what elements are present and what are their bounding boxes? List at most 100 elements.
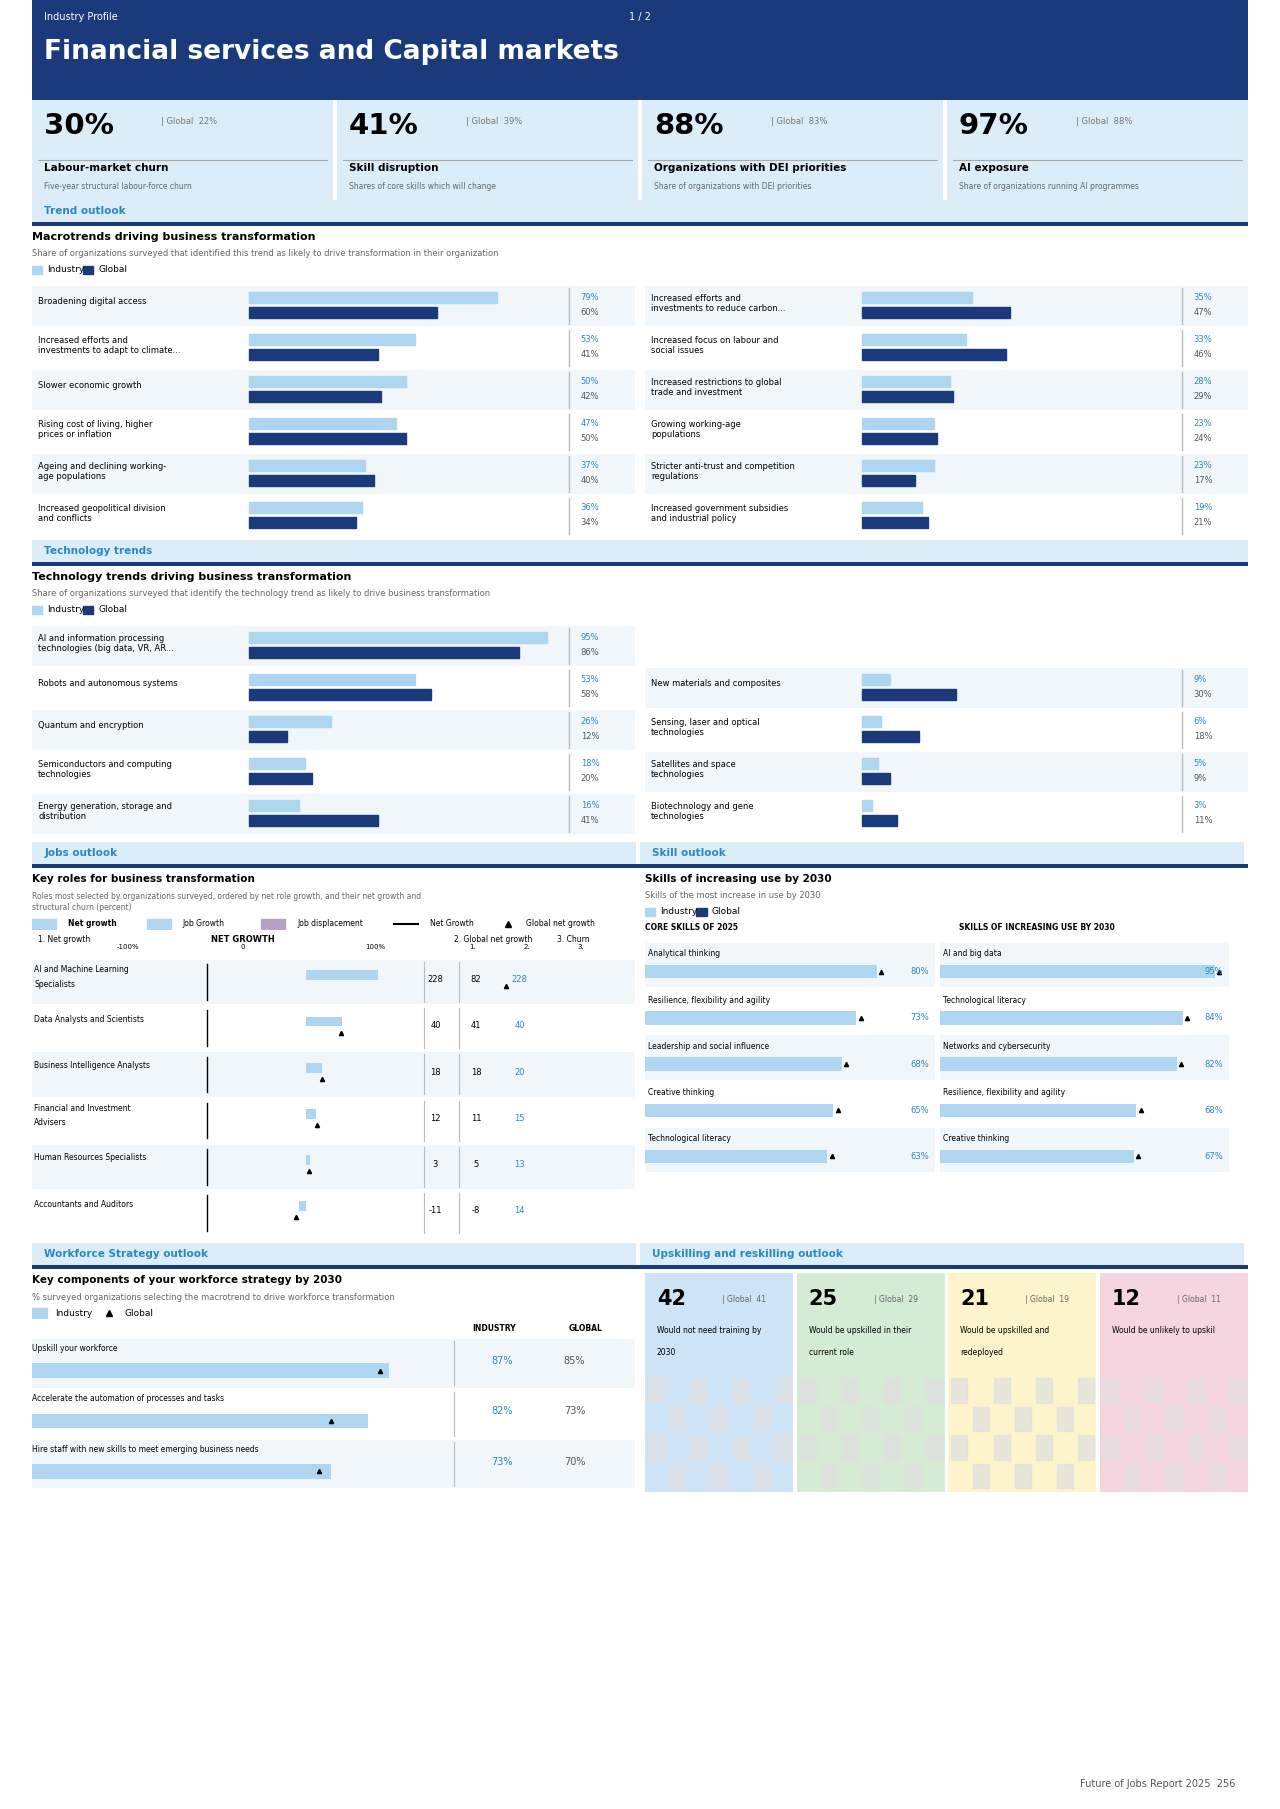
Text: 18%: 18% xyxy=(581,760,599,769)
Text: 1 / 2: 1 / 2 xyxy=(628,13,652,22)
Text: 12: 12 xyxy=(430,1114,440,1123)
Text: 34%: 34% xyxy=(581,517,599,526)
Text: 73%: 73% xyxy=(910,1013,929,1022)
Text: 41%: 41% xyxy=(581,816,599,825)
Text: 58%: 58% xyxy=(581,689,599,698)
Text: | Global  39%: | Global 39% xyxy=(466,118,522,127)
Text: 18%: 18% xyxy=(1194,733,1212,742)
Text: 84%: 84% xyxy=(1204,1013,1224,1022)
Text: Industry Profile: Industry Profile xyxy=(44,13,118,22)
Text: 87%: 87% xyxy=(492,1357,513,1366)
Text: 95%: 95% xyxy=(581,633,599,642)
Text: Business Intelligence Analysts: Business Intelligence Analysts xyxy=(35,1062,150,1071)
Bar xyxy=(754,1463,769,1489)
Bar xyxy=(1103,1463,1119,1489)
Text: 36%: 36% xyxy=(581,503,599,512)
Text: social issues: social issues xyxy=(652,346,704,355)
Bar xyxy=(820,1407,837,1431)
Bar xyxy=(951,1435,968,1460)
Text: GLOBAL: GLOBAL xyxy=(568,1324,603,1333)
Text: 68%: 68% xyxy=(1204,1105,1224,1114)
Text: 26%: 26% xyxy=(581,718,599,727)
Text: Increased efforts and: Increased efforts and xyxy=(652,293,741,302)
Bar xyxy=(863,391,954,402)
Bar xyxy=(300,1201,306,1212)
Bar xyxy=(863,335,965,346)
Text: Growing working-age: Growing working-age xyxy=(652,420,741,429)
Text: 19%: 19% xyxy=(1194,503,1212,512)
Bar xyxy=(732,1407,749,1431)
Text: Stricter anti-trust and competition: Stricter anti-trust and competition xyxy=(652,461,795,470)
Bar xyxy=(1015,1407,1030,1431)
Bar xyxy=(250,474,375,487)
Text: 82%: 82% xyxy=(492,1406,513,1416)
Bar xyxy=(669,1435,685,1460)
Bar xyxy=(250,391,380,402)
Text: Resilience, flexibility and agility: Resilience, flexibility and agility xyxy=(942,1087,1065,1096)
Text: 60%: 60% xyxy=(581,308,599,317)
Bar xyxy=(863,418,934,429)
Text: 15: 15 xyxy=(515,1114,525,1123)
Bar xyxy=(863,772,891,783)
Bar xyxy=(1057,1378,1073,1402)
Text: AI and big data: AI and big data xyxy=(942,950,1001,959)
Bar xyxy=(863,459,934,472)
Bar xyxy=(1146,1435,1161,1460)
Bar xyxy=(863,689,956,700)
Bar xyxy=(863,517,928,528)
Text: INDUSTRY: INDUSTRY xyxy=(472,1324,516,1333)
Bar xyxy=(951,1378,968,1402)
Text: Skills of increasing use by 2030: Skills of increasing use by 2030 xyxy=(645,874,832,885)
Text: Shares of core skills which will change: Shares of core skills which will change xyxy=(349,183,497,192)
Bar xyxy=(754,1407,769,1431)
Text: technologies: technologies xyxy=(38,771,92,780)
Text: 21: 21 xyxy=(960,1288,989,1308)
Text: 70%: 70% xyxy=(564,1456,585,1467)
Bar xyxy=(690,1407,707,1431)
Bar xyxy=(250,814,378,827)
Bar xyxy=(1078,1463,1094,1489)
Text: regulations: regulations xyxy=(652,472,699,481)
Bar xyxy=(1036,1378,1052,1402)
Text: Skill disruption: Skill disruption xyxy=(349,163,439,174)
Bar xyxy=(690,1378,707,1402)
Text: Workforce Strategy outlook: Workforce Strategy outlook xyxy=(44,1250,209,1259)
Bar xyxy=(261,919,285,928)
Text: technologies: technologies xyxy=(652,771,705,780)
Bar xyxy=(1230,1407,1245,1431)
Bar xyxy=(884,1407,900,1431)
Bar xyxy=(863,376,950,387)
Bar xyxy=(645,1103,833,1116)
Bar xyxy=(250,503,362,514)
Text: trade and investment: trade and investment xyxy=(652,387,742,396)
Bar xyxy=(1103,1435,1119,1460)
Text: 40: 40 xyxy=(515,1022,525,1031)
Bar xyxy=(1208,1407,1225,1431)
Bar xyxy=(250,432,406,443)
Text: Data Analysts and Scientists: Data Analysts and Scientists xyxy=(35,1015,145,1024)
Bar xyxy=(306,1064,321,1073)
Text: 97%: 97% xyxy=(959,112,1029,139)
Text: Specialists: Specialists xyxy=(35,980,76,990)
Bar xyxy=(863,675,891,686)
Text: 67%: 67% xyxy=(1204,1152,1224,1161)
Text: Future of Jobs Report 2025  256: Future of Jobs Report 2025 256 xyxy=(1080,1778,1236,1789)
Bar xyxy=(250,800,300,812)
Bar xyxy=(669,1378,685,1402)
Text: 65%: 65% xyxy=(910,1105,929,1114)
Text: 5: 5 xyxy=(474,1160,479,1169)
Bar xyxy=(774,1463,791,1489)
Text: Global: Global xyxy=(99,606,128,615)
Bar xyxy=(940,1058,1176,1071)
Text: 30%: 30% xyxy=(44,112,114,139)
Text: 35%: 35% xyxy=(1194,293,1212,302)
Bar xyxy=(712,1378,727,1402)
Bar xyxy=(306,1109,316,1118)
Text: 2.: 2. xyxy=(524,944,530,950)
Text: Skill outlook: Skill outlook xyxy=(652,848,726,857)
Bar xyxy=(884,1378,900,1402)
Text: 86%: 86% xyxy=(581,648,599,657)
Text: 12%: 12% xyxy=(581,733,599,742)
Bar xyxy=(842,1378,858,1402)
Bar xyxy=(648,1407,664,1431)
